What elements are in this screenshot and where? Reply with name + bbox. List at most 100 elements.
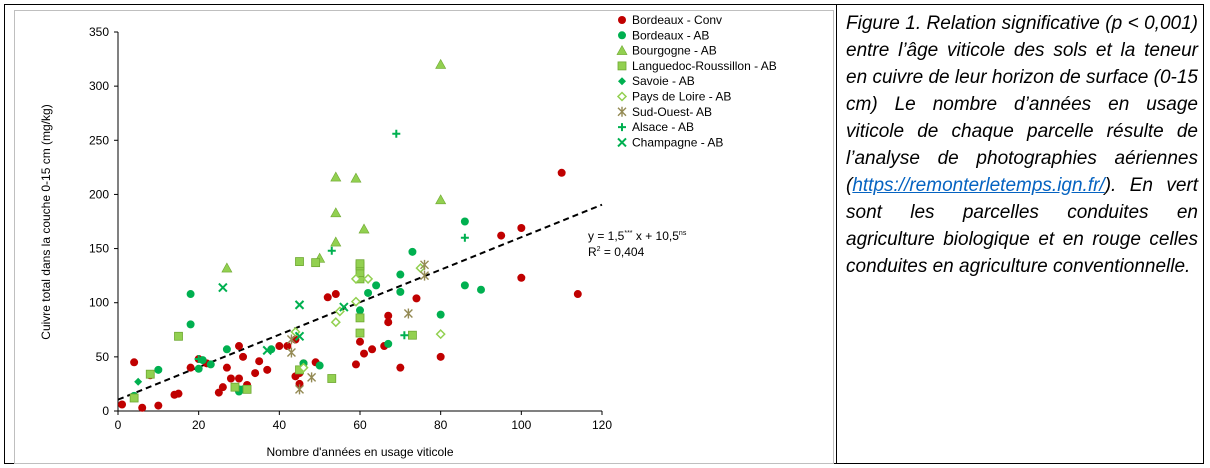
data-point [294,300,305,310]
data-point [154,365,163,374]
data-point [384,339,393,348]
data-point [460,233,469,242]
y-tick-label: 100 [89,296,109,310]
data-point [460,217,469,226]
x-tick-label: 0 [115,418,122,432]
data-point [392,129,401,138]
data-point [255,357,264,366]
legend-marker [618,123,626,132]
data-point [408,247,417,256]
data-point [206,360,215,369]
data-point [138,403,147,412]
x-axis-label: Nombre d'années en usage viticole [266,445,453,459]
data-point [350,273,362,284]
x-tick-label: 20 [192,418,206,432]
r2-prefix: R [588,245,597,259]
data-point [174,331,183,341]
data-point [436,352,445,361]
y-tick-label: 0 [102,404,109,418]
data-point [194,355,203,364]
data-point [242,384,252,394]
legend-marker [618,77,626,86]
slope-significance: *** [624,230,632,237]
data-point [368,345,377,354]
data-point [235,374,243,383]
data-point [307,372,317,383]
data-point [350,296,362,307]
data-point [330,236,342,247]
data-point [477,285,485,294]
data-point [174,389,183,398]
data-point [330,317,341,328]
legend-label: Bourgogne - AB [632,44,717,58]
y-tick-label: 50 [96,350,110,364]
data-point [134,377,143,386]
data-point [364,288,373,297]
r2-exponent: 2 [597,246,601,253]
equation-label: y = 1,5*** x + 10,5ns [588,229,687,243]
equation-main: y = 1,5 [588,229,625,243]
data-point [435,58,447,69]
data-point [286,334,296,345]
data-point [295,384,304,395]
scatter-chart: 0 50 100 150 200 250 300 350 0 20 40 60 80 100 120 y =… [39,13,777,459]
data-point [218,383,227,392]
legend-marker [616,91,628,102]
data-point [275,342,284,351]
data-point [351,360,360,369]
data-point [327,246,336,255]
legend-marker [617,106,627,117]
data-point [315,361,324,370]
data-point [403,308,413,319]
data-point [230,382,240,392]
y-tick-label: 200 [89,187,109,201]
data-point [118,400,127,409]
legend-label: Alsace - AB [632,120,694,134]
equation-mid: x + 10,5 [633,229,680,243]
data-point [339,302,349,312]
r2-value: = 0,404 [601,245,645,259]
data-point [251,369,260,378]
data-point [355,328,365,338]
legend-label: Bordeaux - AB [632,28,709,42]
data-point [396,363,405,372]
legend-marker [618,16,626,24]
data-point [295,257,304,266]
data-point [235,342,243,351]
data-point [222,363,231,372]
legend-label: Pays de Loire - AB [632,90,731,104]
legend-marker [617,61,627,71]
caption-text-end: ). En vert sont les parcelles conduites … [846,175,1198,277]
chart-area [14,10,834,464]
data-point [358,223,370,234]
data-point [400,331,409,340]
data-point [355,313,365,323]
column-divider [836,4,837,464]
data-point [221,262,233,273]
data-point [460,281,469,290]
data-point [331,290,340,299]
y-tick-label: 350 [89,25,109,39]
y-tick-label: 300 [89,79,109,93]
x-tick-label: 120 [592,418,612,432]
legend-marker [617,137,627,148]
data-point [350,172,362,183]
x-tick-label: 80 [434,418,448,432]
legend-marker [618,31,626,40]
x-tick-label: 100 [511,418,531,432]
data-point [298,362,309,373]
data-point [330,171,342,182]
data-point [420,270,430,281]
y-axis-label: Cuivre total dans la couche 0-15 cm (mg/… [39,104,53,339]
legend-label: Champagne - AB [632,135,723,149]
caption-link[interactable]: https://remonterletemps.ign.fr/ [852,175,1105,196]
data-point [283,342,292,351]
data-point [435,194,447,205]
caption-text-start: Figure 1. Relation significative (p < 0,… [846,13,1198,196]
data-point [226,374,235,383]
data-point [356,337,364,346]
data-point [130,358,139,367]
data-point [239,352,248,361]
data-point [129,393,139,403]
data-point [384,318,393,327]
